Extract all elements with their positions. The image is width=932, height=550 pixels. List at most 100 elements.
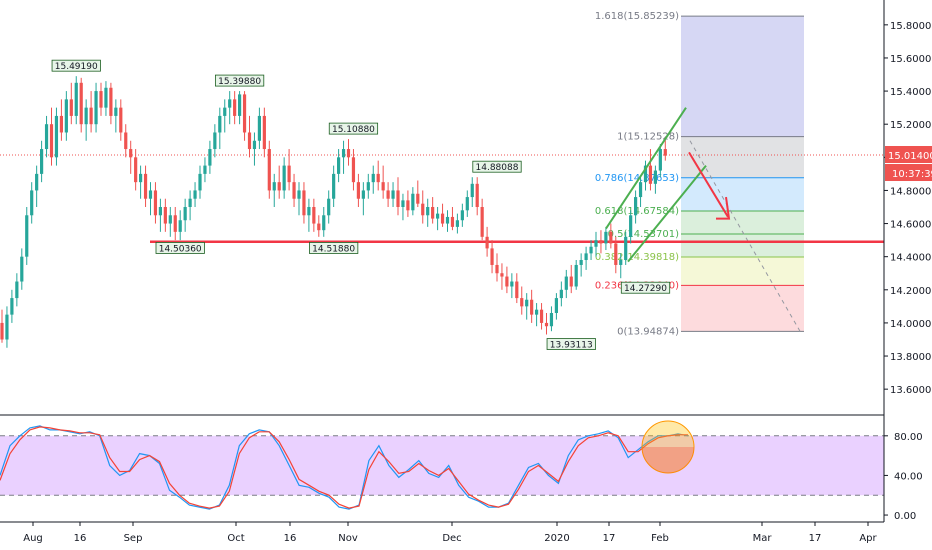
candle-body xyxy=(35,173,39,191)
candle-body xyxy=(520,298,524,307)
candle-body xyxy=(361,190,365,199)
candle-body xyxy=(624,236,628,260)
x-tick-label: Dec xyxy=(442,533,461,544)
candle-body xyxy=(460,210,464,221)
swing-label-box xyxy=(214,74,265,87)
candle-body xyxy=(416,193,420,204)
candle-body xyxy=(183,207,187,221)
candle-body xyxy=(584,253,588,260)
candle-body xyxy=(94,91,98,125)
candle-body xyxy=(277,182,281,191)
candle-body xyxy=(228,99,232,108)
candle-body xyxy=(658,149,662,171)
fib-level-label: 1.618(15.85239) xyxy=(595,11,679,22)
candle-body xyxy=(495,264,499,274)
candle-body xyxy=(69,99,73,116)
candle-body xyxy=(272,182,276,191)
fib-level-label: 0.382(14.39818) xyxy=(595,252,679,263)
candle-body xyxy=(614,243,618,265)
candle-body xyxy=(30,190,34,216)
y-tick-label: 15.60000 xyxy=(890,54,932,65)
candle-body xyxy=(406,200,410,211)
swing-label-box xyxy=(309,242,359,254)
candle-body xyxy=(638,182,643,198)
y-tick-label: 15.20000 xyxy=(890,120,932,131)
y-tick-label: 14.60000 xyxy=(890,220,932,231)
y-tick-label: 13.60000 xyxy=(890,385,932,396)
swing-label-box xyxy=(328,122,379,135)
fib-level-label: 0.786(14.87653) xyxy=(595,173,679,184)
candle-body xyxy=(267,149,271,191)
candle-body xyxy=(242,94,247,133)
candle-body xyxy=(262,115,266,150)
candle-body xyxy=(302,190,306,216)
candle-body xyxy=(292,182,296,199)
candle-body xyxy=(15,281,19,299)
candle-body xyxy=(337,157,341,174)
overbought-highlight-lower xyxy=(642,447,694,473)
candle-body xyxy=(148,190,153,199)
candle-body xyxy=(20,256,24,282)
y-tick-label: 15.80000 xyxy=(890,21,932,32)
candle-body xyxy=(564,276,568,290)
candle-body xyxy=(455,220,459,227)
candle-body xyxy=(450,216,455,227)
candle-body xyxy=(10,298,14,315)
candle-body xyxy=(178,220,182,232)
candle-body xyxy=(554,298,558,313)
candle-body xyxy=(218,115,222,133)
candle-body xyxy=(530,299,534,315)
candle-body xyxy=(609,231,613,244)
candle-body xyxy=(252,140,257,150)
candle-body xyxy=(173,215,177,232)
fib-zone xyxy=(681,256,804,286)
candle-body xyxy=(574,264,578,287)
candle-body xyxy=(648,165,653,184)
candle-body xyxy=(500,273,504,277)
candle-body xyxy=(223,107,227,116)
candle-body xyxy=(525,299,529,307)
candle-body xyxy=(79,82,83,125)
candle-body xyxy=(396,190,400,207)
swing-label: 14.50360 xyxy=(159,244,202,254)
candle-body xyxy=(549,312,554,327)
price-scale-panel xyxy=(884,0,932,550)
candle-body xyxy=(188,198,192,207)
y-tick-label: 14.80000 xyxy=(890,186,932,197)
candle-body xyxy=(5,314,9,340)
candle-body xyxy=(287,165,291,183)
candle-body xyxy=(505,276,509,287)
x-tick-label: Feb xyxy=(651,533,669,544)
swing-label: 15.10880 xyxy=(332,125,375,135)
channel-lower-line xyxy=(627,164,707,263)
candle-body xyxy=(99,91,103,108)
y-tick-label: 15.40000 xyxy=(890,87,932,98)
candle-body xyxy=(89,107,93,125)
candle-body xyxy=(307,207,311,216)
candle-body xyxy=(366,182,370,191)
candle-body xyxy=(480,207,484,237)
candle-body xyxy=(599,240,603,244)
candle-body xyxy=(238,94,242,116)
candle-body xyxy=(44,124,49,150)
candle-body xyxy=(559,289,563,299)
candle-body xyxy=(163,207,167,224)
x-tick-label: Aug xyxy=(23,533,43,544)
candle-body xyxy=(109,87,113,116)
candle-body xyxy=(213,132,217,150)
candle-body xyxy=(84,107,88,125)
stoch-line xyxy=(0,426,688,509)
candle-body xyxy=(297,190,301,199)
candle-body xyxy=(663,149,667,156)
y-tick-label: 80.00 xyxy=(894,432,923,443)
candle-body xyxy=(515,281,519,299)
candle-body xyxy=(134,157,138,183)
x-tick-label: 17 xyxy=(603,533,616,544)
y-tick-label: 14.40000 xyxy=(890,253,932,264)
candle-body xyxy=(40,149,44,174)
candle-body xyxy=(247,132,252,150)
fib-level-label: 1(15.12528) xyxy=(617,132,679,143)
candle-body xyxy=(490,248,494,265)
candle-body xyxy=(124,132,128,150)
